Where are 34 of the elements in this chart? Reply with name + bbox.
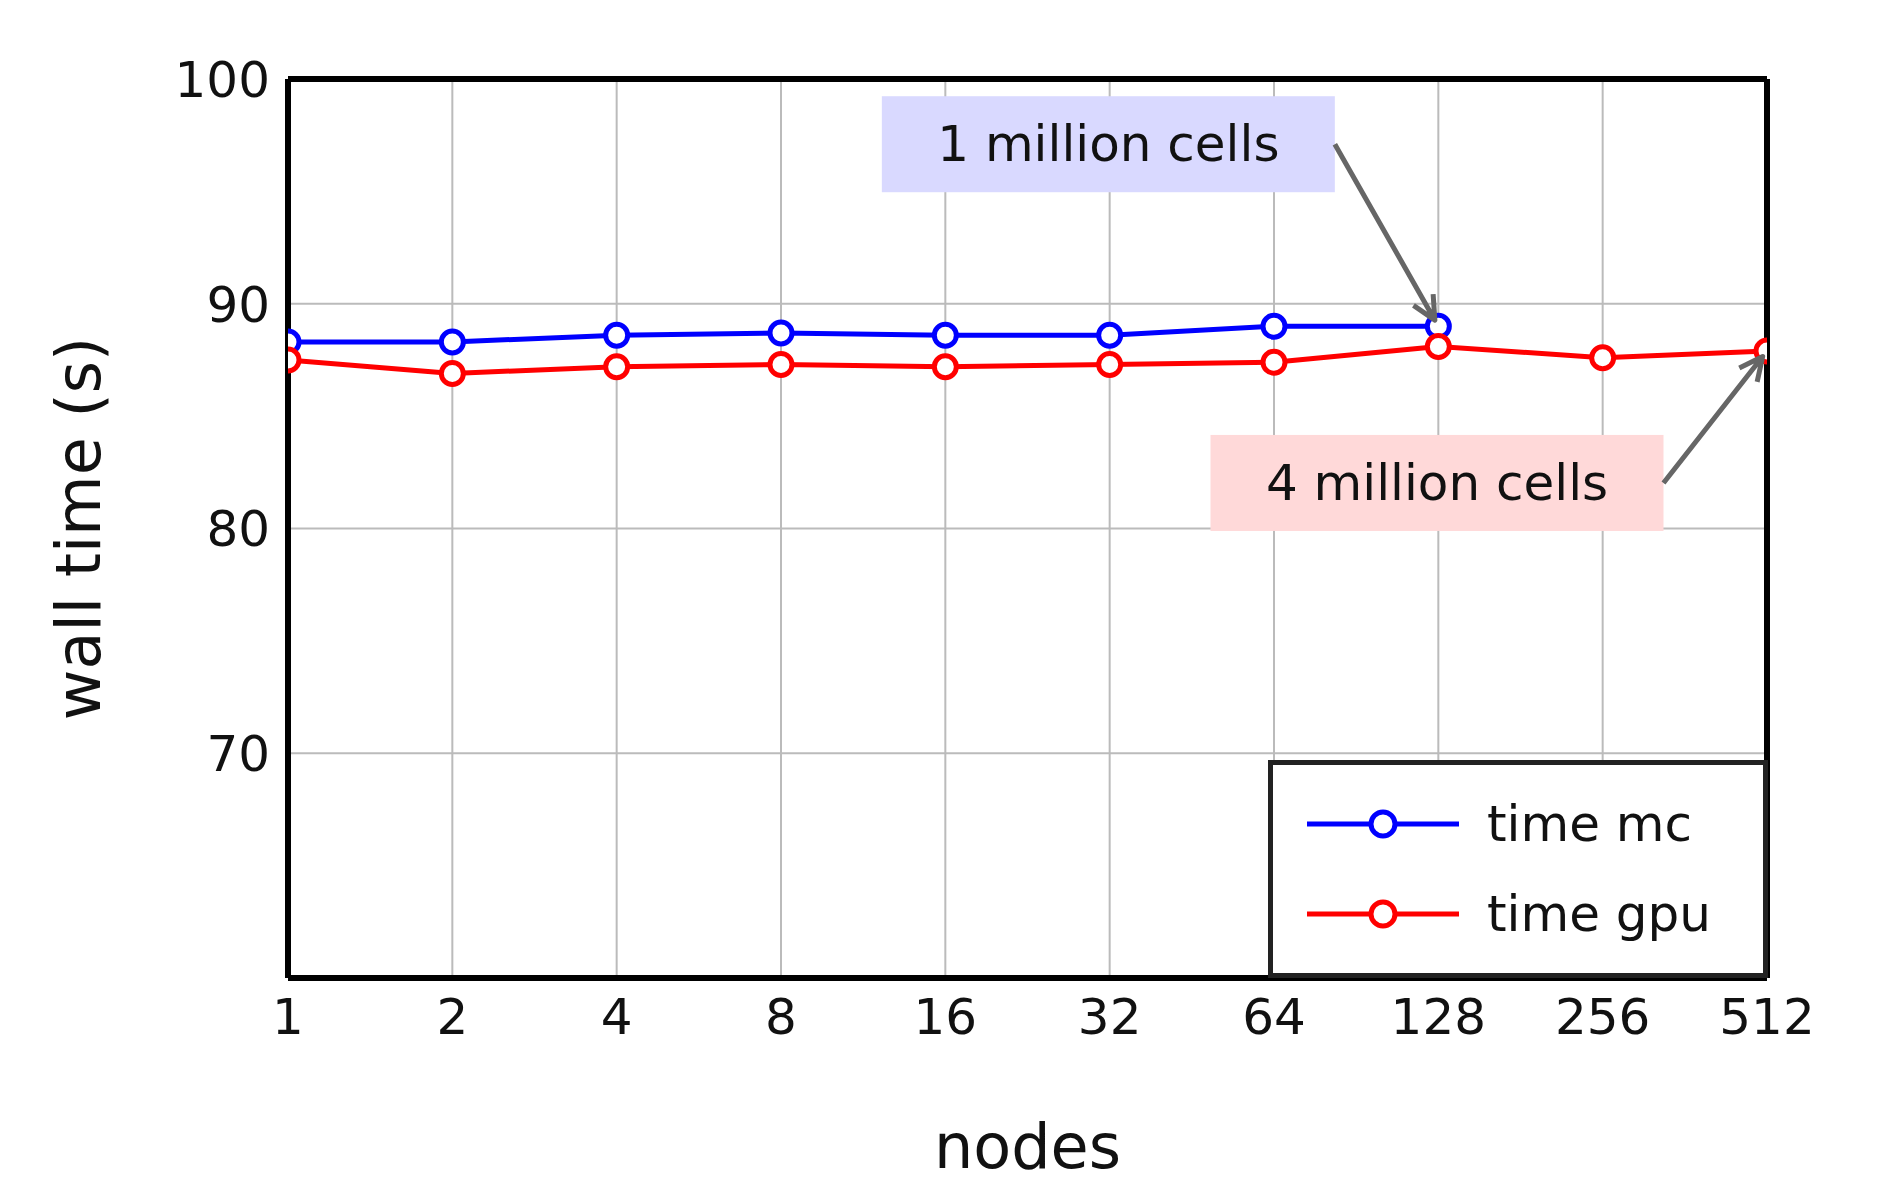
x-tick-label: 16 — [913, 987, 978, 1046]
x-tick-label: 1 — [272, 987, 304, 1046]
point — [767, 350, 795, 378]
point — [1096, 350, 1124, 378]
x-tick-label: 8 — [765, 987, 797, 1046]
point — [603, 321, 631, 349]
x-tick-label: 2 — [436, 987, 469, 1046]
y-tick-label: 80 — [206, 500, 270, 559]
legend-label: time gpu — [1487, 885, 1712, 943]
x-axis-title: nodes — [933, 1110, 1122, 1183]
point — [1260, 312, 1288, 340]
y-tick-label: 100 — [174, 50, 270, 109]
point — [438, 359, 466, 387]
y-axis-title: wall time (s) — [42, 336, 116, 721]
point — [603, 353, 631, 381]
x-tick-label: 256 — [1554, 987, 1651, 1046]
annotation: 4 million cells — [1265, 453, 1609, 512]
point — [931, 321, 959, 349]
point — [438, 328, 466, 356]
legend-label: time mc — [1487, 795, 1693, 853]
y-tick-label: 90 — [206, 275, 270, 334]
point — [1096, 321, 1124, 349]
y-tick-label: 70 — [206, 725, 270, 783]
point — [1589, 344, 1617, 372]
point — [931, 353, 959, 381]
x-tick-label: 32 — [1077, 987, 1142, 1046]
point — [767, 319, 795, 347]
x-tick-label: 128 — [1390, 987, 1487, 1046]
point — [1424, 332, 1452, 360]
annotation: 1 million cells — [937, 115, 1280, 174]
x-tick-label: 512 — [1719, 987, 1815, 1046]
x-tick-label: 64 — [1242, 987, 1306, 1046]
x-tick-label: 4 — [600, 987, 633, 1046]
point — [1260, 348, 1288, 376]
